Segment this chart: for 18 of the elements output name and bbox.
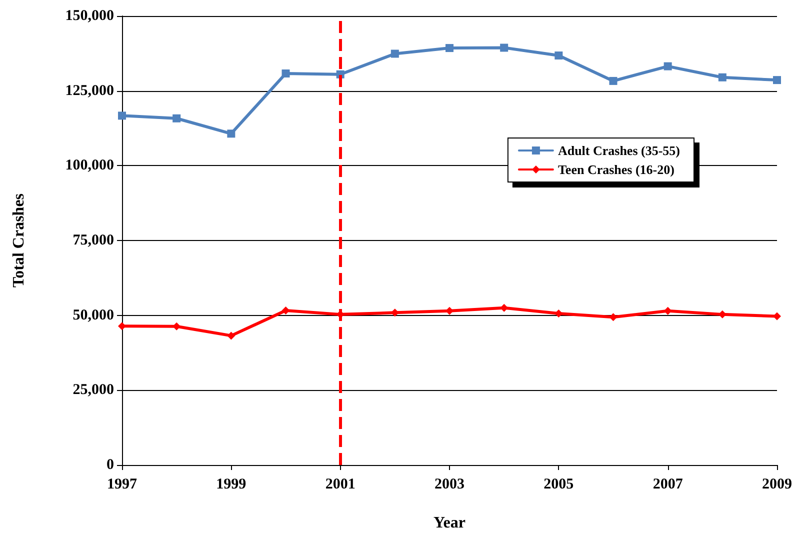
x-tick-label: 2003 <box>434 476 464 492</box>
y-tick-label: 25,000 <box>72 382 114 398</box>
y-tick-label: 100,000 <box>65 158 114 174</box>
y-tick-label: 150,000 <box>65 8 114 24</box>
y-axis-title: Total Crashes <box>10 193 28 288</box>
y-tick-label: 75,000 <box>72 232 114 248</box>
x-axis-title: Year <box>434 514 466 532</box>
x-tick-label: 2001 <box>325 476 356 492</box>
x-tick-label: 2009 <box>762 476 792 492</box>
x-tick-label: 1997 <box>107 476 138 492</box>
y-tick-label: 125,000 <box>65 82 114 99</box>
y-tick-label: 0 <box>106 457 114 473</box>
x-tick-label: 2007 <box>652 476 684 492</box>
y-tick-label: 50,000 <box>72 307 114 324</box>
x-tick-label: 1999 <box>216 476 246 492</box>
legend-label: Teen Crashes (16-20) <box>558 162 674 177</box>
x-tick-label: 2005 <box>544 476 574 492</box>
legend-label: Adult Crashes (35-55) <box>558 143 680 158</box>
